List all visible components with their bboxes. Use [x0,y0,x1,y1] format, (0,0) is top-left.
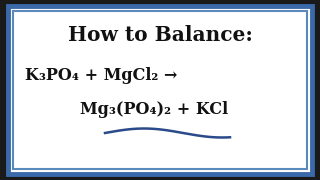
Text: How to Balance:: How to Balance: [68,25,252,45]
Bar [13,11,307,169]
Text: Mg₃(PO₄)₂ + KCl: Mg₃(PO₄)₂ + KCl [80,102,228,118]
Text: K₃PO₄ + MgCl₂ →: K₃PO₄ + MgCl₂ → [25,66,177,84]
